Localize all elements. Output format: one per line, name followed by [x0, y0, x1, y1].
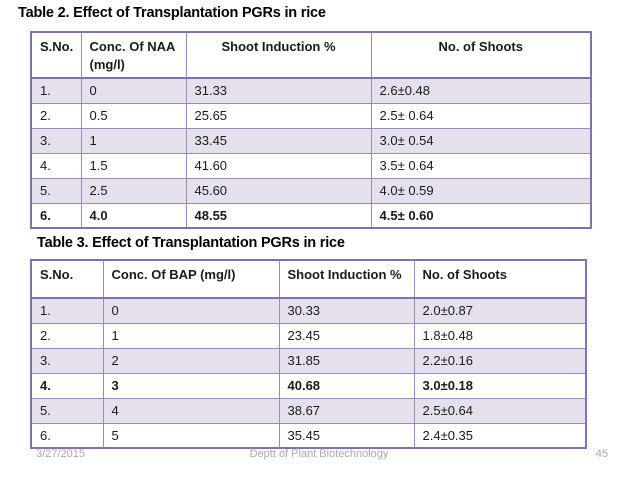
- table3-title: Table 3. Effect of Transplantation PGRs …: [37, 235, 345, 251]
- table-cell: 48.55: [185, 202, 372, 229]
- table-cell: 2.4±0.35: [413, 422, 587, 449]
- table-cell: 5.: [30, 397, 104, 424]
- table-cell: 33.45: [185, 127, 372, 154]
- table-row: 6. 4.0 48.55 4.5± 0.60: [30, 202, 592, 229]
- table-cell: 5: [102, 422, 280, 449]
- table-cell: 41.60: [185, 152, 372, 179]
- column-header-conc-naa: Conc. Of NAA (mg/l): [80, 31, 187, 79]
- table-cell: 2.2±0.16: [413, 347, 587, 374]
- table-row: 4. 3 40.68 3.0±0.18: [30, 372, 587, 399]
- table-cell: 2.: [30, 102, 82, 129]
- table2-title: Table 2. Effect of Transplantation PGRs …: [18, 5, 326, 21]
- table-cell: 23.45: [278, 322, 415, 349]
- table-cell: 1.8±0.48: [413, 322, 587, 349]
- table-row: 1. 0 30.33 2.0±0.87: [30, 297, 587, 324]
- table-cell: 0: [102, 297, 280, 324]
- table-cell: 25.65: [185, 102, 372, 129]
- column-header-sno: S.No.: [30, 31, 82, 79]
- table-cell: 5.: [30, 177, 82, 204]
- table-cell: 2.5±0.64: [413, 397, 587, 424]
- table2: S.No. Conc. Of NAA (mg/l) Shoot Inductio…: [30, 31, 592, 229]
- table-row: 3. 2 31.85 2.2±0.16: [30, 347, 587, 374]
- table-row: 6. 5 35.45 2.4±0.35: [30, 422, 587, 449]
- table-cell: 6.: [30, 202, 82, 229]
- table-cell: 1.: [30, 77, 82, 104]
- table-cell: 3.: [30, 127, 82, 154]
- table-cell: 31.33: [185, 77, 372, 104]
- column-header-no-of-shoots: No. of Shoots: [370, 31, 592, 79]
- table-cell: 3: [102, 372, 280, 399]
- table-row: 1. 0 31.33 2.6±0.48: [30, 77, 592, 104]
- table-cell: 4: [102, 397, 280, 424]
- table-cell: 1: [102, 322, 280, 349]
- table-cell: 35.45: [278, 422, 415, 449]
- table-cell: 3.: [30, 347, 104, 374]
- footer-date: 3/27/2015: [36, 448, 85, 460]
- table-cell: 0: [80, 77, 187, 104]
- column-header-sno: S.No.: [30, 259, 104, 299]
- table-cell: 2.0±0.87: [413, 297, 587, 324]
- table-cell: 4.0: [80, 202, 187, 229]
- table-row: 2. 1 23.45 1.8±0.48: [30, 322, 587, 349]
- table-row: 5. 4 38.67 2.5±0.64: [30, 397, 587, 424]
- column-header-shoot-induction: Shoot Induction %: [278, 259, 415, 299]
- table-cell: 0.5: [80, 102, 187, 129]
- table3: S.No. Conc. Of BAP (mg/l) Shoot Inductio…: [30, 259, 587, 449]
- table-row: 5. 2.5 45.60 4.0± 0.59: [30, 177, 592, 204]
- table-cell: 2.: [30, 322, 104, 349]
- table-row: 4. 1.5 41.60 3.5± 0.64: [30, 152, 592, 179]
- table-row: 3. 1 33.45 3.0± 0.54: [30, 127, 592, 154]
- table-cell: 38.67: [278, 397, 415, 424]
- table-cell: 1.: [30, 297, 104, 324]
- table-cell: 45.60: [185, 177, 372, 204]
- table-cell: 3.5± 0.64: [370, 152, 592, 179]
- table-cell: 4.: [30, 372, 104, 399]
- column-header-shoot-induction: Shoot Induction %: [185, 31, 372, 79]
- table-cell: 1: [80, 127, 187, 154]
- footer-department: Deptt of Plant Biotechnology: [249, 448, 389, 460]
- table-row: 2. 0.5 25.65 2.5± 0.64: [30, 102, 592, 129]
- table-cell: 2.5: [80, 177, 187, 204]
- table-cell: 3.0± 0.54: [370, 127, 592, 154]
- table2-header-row: S.No. Conc. Of NAA (mg/l) Shoot Inductio…: [30, 31, 592, 79]
- footer-page-number: 45: [595, 448, 608, 460]
- table-cell: 4.5± 0.60: [370, 202, 592, 229]
- table-cell: 4.0± 0.59: [370, 177, 592, 204]
- table-cell: 4.: [30, 152, 82, 179]
- table-cell: 2.6±0.48: [370, 77, 592, 104]
- table-cell: 2.5± 0.64: [370, 102, 592, 129]
- table-cell: 2: [102, 347, 280, 374]
- column-header-conc-bap: Conc. Of BAP (mg/l): [102, 259, 280, 299]
- table-cell: 3.0±0.18: [413, 372, 587, 399]
- table-cell: 1.5: [80, 152, 187, 179]
- slide-footer: 3/27/2015 Deptt of Plant Biotechnology 4…: [30, 448, 608, 464]
- table-cell: 30.33: [278, 297, 415, 324]
- column-header-no-of-shoots: No. of Shoots: [413, 259, 587, 299]
- table-cell: 40.68: [278, 372, 415, 399]
- table-cell: 31.85: [278, 347, 415, 374]
- table3-header-row: S.No. Conc. Of BAP (mg/l) Shoot Inductio…: [30, 259, 587, 299]
- table-cell: 6.: [30, 422, 104, 449]
